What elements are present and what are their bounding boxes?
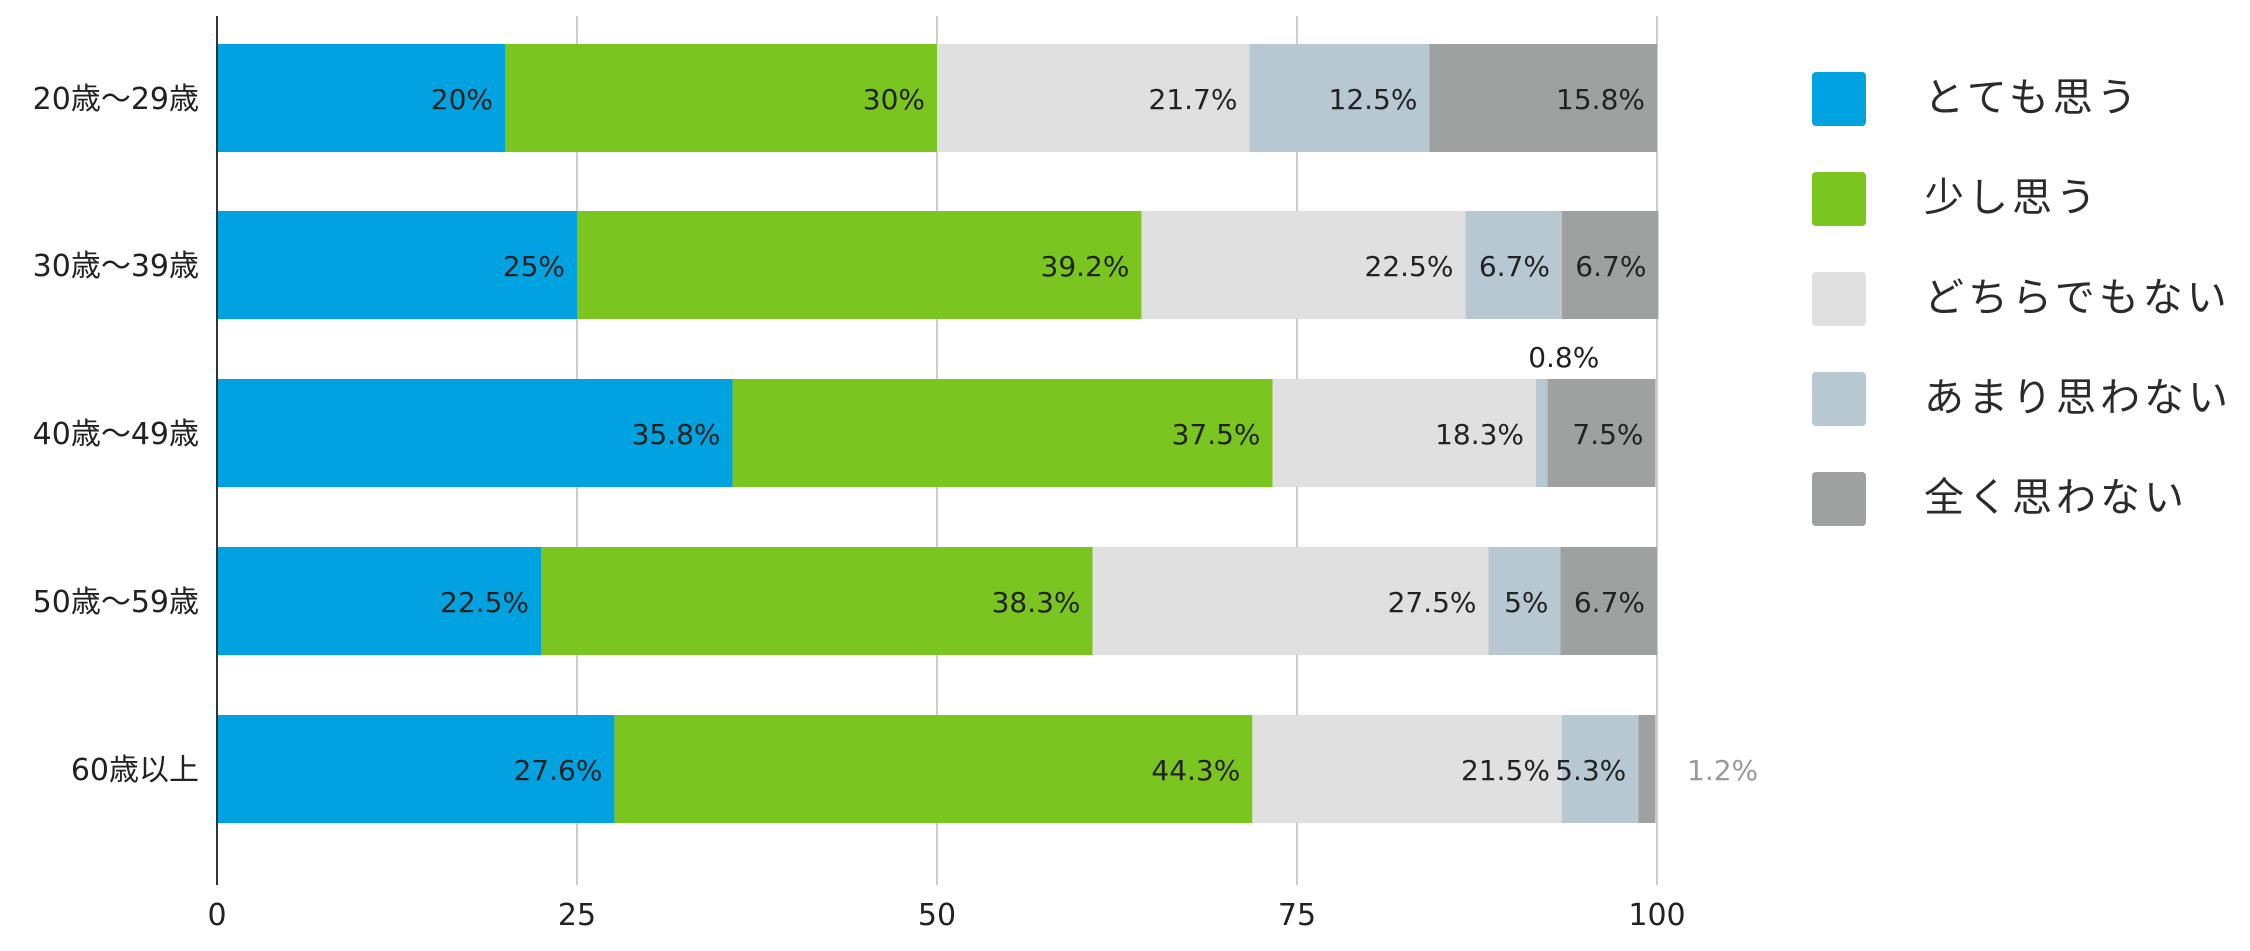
legend-swatch-mattaku-omowanai (1812, 472, 1866, 526)
bar-segment (217, 547, 541, 655)
category-label: 50歳〜59歳 (33, 585, 199, 620)
x-tick-label: 100 (1628, 898, 1685, 933)
data-label: 27.5% (1388, 586, 1477, 619)
bar-segment (937, 44, 1250, 152)
data-label: 21.7% (1149, 83, 1238, 116)
bar-segment (1638, 715, 1656, 823)
bar-segment (1488, 547, 1561, 655)
category-label: 30歳〜39歳 (33, 249, 199, 284)
bar-segment (732, 379, 1273, 487)
legend-swatch-totemo-omou (1812, 72, 1866, 126)
data-label: 7.5% (1572, 418, 1643, 451)
data-label: 5.3% (1555, 754, 1626, 787)
x-tick-label: 75 (1278, 898, 1316, 933)
data-label: 12.5% (1329, 83, 1418, 116)
bar-segment (1141, 211, 1466, 319)
data-label: 39.2% (1041, 250, 1130, 283)
data-label: 25% (503, 250, 565, 283)
category-label: 60歳以上 (71, 753, 199, 788)
data-label: 44.3% (1151, 754, 1240, 787)
bar-segment (217, 379, 733, 487)
bar-segment (1092, 547, 1489, 655)
legend-label-totemo-omou: とても思う (1924, 75, 2141, 121)
data-label-outside: 1.2% (1687, 754, 1758, 787)
x-tick-label: 25 (558, 898, 596, 933)
category-label: 20歳〜29歳 (33, 82, 199, 117)
bar-segment (1429, 44, 1657, 152)
bar-segment (1547, 379, 1656, 487)
bar-segment (1249, 44, 1430, 152)
legend-label-sukoshi-omou: 少し思う (1924, 175, 2100, 221)
data-label: 27.6% (513, 754, 602, 787)
x-tick-label: 50 (918, 898, 956, 933)
bar-segment (1272, 379, 1537, 487)
legend-label-dochira-demo-nai: どちらでもない (1924, 275, 2231, 321)
bar-segment (1536, 379, 1548, 487)
data-label: 30% (863, 83, 925, 116)
bar-segment (541, 547, 1093, 655)
bar-segment (577, 211, 1142, 319)
bar-segment (1465, 211, 1562, 319)
data-label: 6.7% (1575, 250, 1646, 283)
data-label: 6.7% (1479, 250, 1550, 283)
legend-label-amari-omowanai: あまり思わない (1924, 375, 2232, 421)
data-label: 35.8% (632, 418, 721, 451)
data-label: 38.3% (992, 586, 1081, 619)
data-label: 6.7% (1574, 586, 1645, 619)
x-tick-label: 0 (207, 898, 226, 933)
bar-segment (1561, 715, 1639, 823)
data-label: 22.5% (1365, 250, 1454, 283)
bar-segment (217, 715, 615, 823)
bar-segment (217, 44, 505, 152)
data-label: 21.5% (1461, 754, 1550, 787)
data-label: 15.8% (1556, 83, 1645, 116)
data-label: 37.5% (1172, 418, 1261, 451)
bar-segment (505, 44, 937, 152)
bar-segment (1252, 715, 1562, 823)
bar-segment (217, 211, 577, 319)
data-label: 5% (1504, 586, 1548, 619)
data-label: 22.5% (440, 586, 529, 619)
category-label: 40歳〜49歳 (33, 417, 199, 452)
bar-segment (614, 715, 1253, 823)
bar-segment (1560, 547, 1657, 655)
legend-swatch-amari-omowanai (1812, 372, 1866, 426)
legend-swatch-dochira-demo-nai (1812, 272, 1866, 326)
legend-label-mattaku-omowanai: 全く思わない (1924, 475, 2188, 521)
data-label: 20% (431, 83, 493, 116)
bar-segment (1561, 211, 1659, 319)
legend-swatch-sukoshi-omou (1812, 172, 1866, 226)
data-label: 18.3% (1435, 418, 1524, 451)
data-label-above: 0.8% (1528, 341, 1599, 374)
